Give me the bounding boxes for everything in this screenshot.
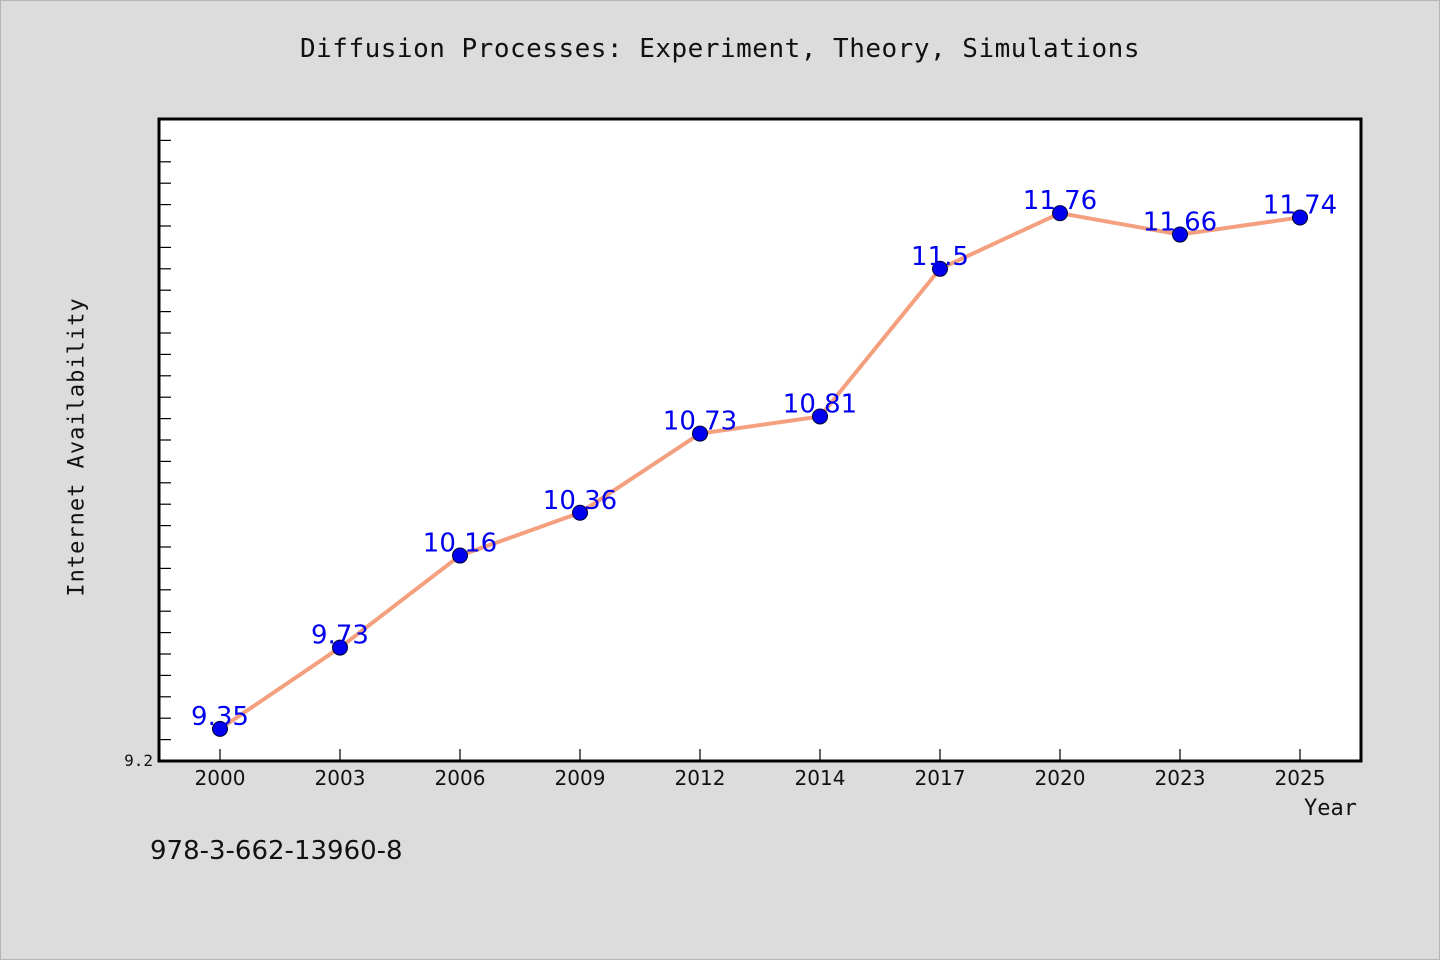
x-tick-label: 2014 bbox=[795, 766, 846, 790]
series-line bbox=[218, 211, 1301, 731]
x-axis-ticks: 2000 2003 2006 2009 2012 2014 2017 2020 2023 2025 bbox=[195, 749, 1326, 790]
x-tick-label: 2025 bbox=[1275, 766, 1326, 790]
data-point bbox=[1052, 205, 1068, 222]
x-tick-label: 2006 bbox=[435, 766, 486, 790]
data-label: 9.73 bbox=[311, 621, 369, 651]
x-tick-label: 2012 bbox=[675, 766, 726, 790]
data-point bbox=[572, 504, 588, 521]
data-markers bbox=[212, 205, 1308, 737]
data-point bbox=[1292, 209, 1308, 226]
data-label: 10.73 bbox=[663, 407, 737, 437]
data-point bbox=[692, 425, 708, 442]
data-label: 11.66 bbox=[1143, 208, 1217, 238]
data-label: 11.5 bbox=[911, 242, 969, 272]
plot-area bbox=[157, 117, 1363, 763]
data-point bbox=[1172, 226, 1188, 243]
isbn-annotation: 978-3-662-13960-8 bbox=[150, 836, 403, 866]
x-tick-label: 2020 bbox=[1035, 766, 1086, 790]
x-tick-label: 2017 bbox=[915, 766, 966, 790]
x-tick-label: 2023 bbox=[1155, 766, 1206, 790]
data-label: 10.81 bbox=[783, 389, 857, 419]
data-point bbox=[812, 408, 828, 425]
data-label: 10.36 bbox=[543, 486, 617, 516]
x-tick-label: 2009 bbox=[555, 766, 606, 790]
data-point bbox=[212, 720, 228, 737]
data-point bbox=[932, 260, 948, 277]
y-axis-ticks: 9.2 bbox=[124, 139, 171, 770]
data-label: 11.76 bbox=[1023, 186, 1097, 216]
data-label: 10.16 bbox=[423, 529, 497, 559]
x-tick-label: 2003 bbox=[315, 766, 366, 790]
chart-title: Diffusion Processes: Experiment, Theory,… bbox=[300, 34, 1140, 64]
data-point bbox=[452, 547, 468, 564]
data-label: 11.74 bbox=[1263, 190, 1337, 220]
data-label: 9.35 bbox=[191, 702, 249, 732]
x-tick-label: 2000 bbox=[195, 766, 246, 790]
data-labels: 9.35 9.73 10.16 10.36 10.73 10.81 11.5 11.76 11.… bbox=[191, 186, 1337, 732]
data-point bbox=[332, 639, 348, 656]
x-axis-label: Year bbox=[1304, 796, 1357, 821]
y-tick-label: 9.2 bbox=[124, 751, 153, 770]
